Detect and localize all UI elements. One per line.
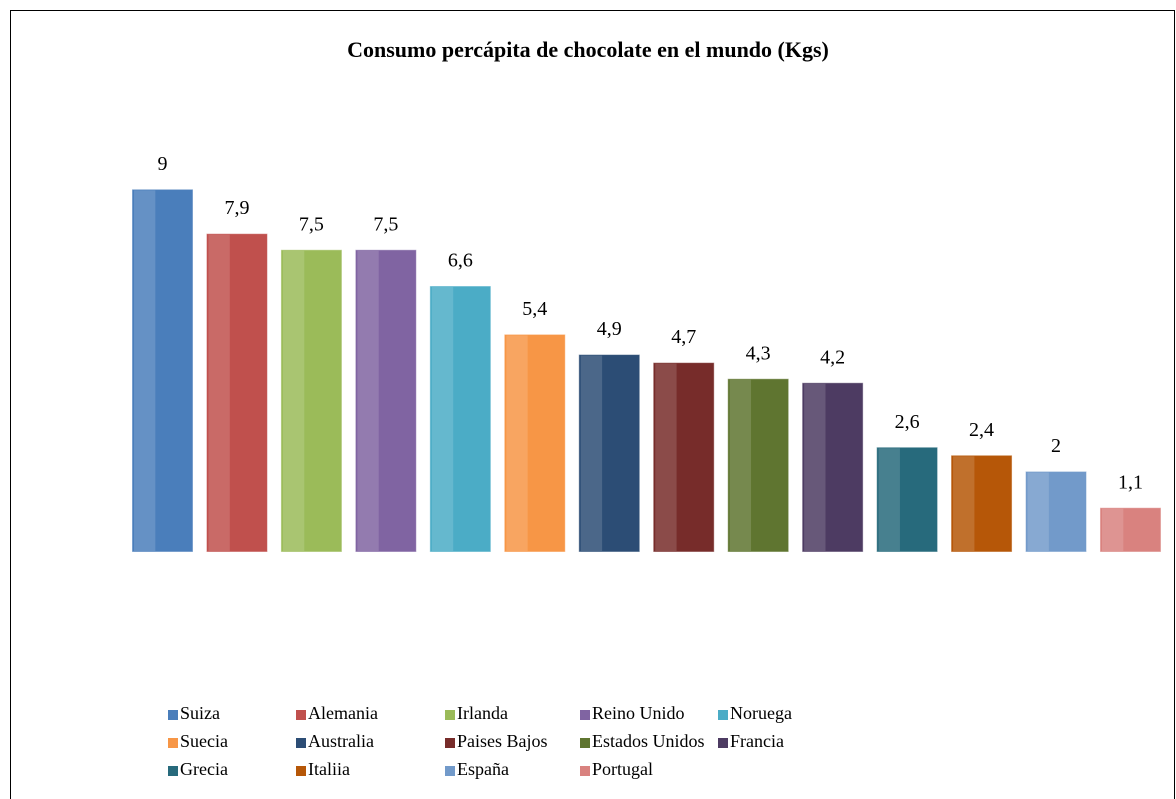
value-label: 4,9 — [597, 318, 622, 340]
bar — [578, 354, 641, 553]
bar — [801, 382, 864, 553]
legend-swatch — [445, 710, 455, 720]
legend-label: Paises Bajos — [457, 731, 548, 751]
value-label: 5,4 — [522, 298, 547, 320]
value-label: 7,5 — [373, 213, 398, 235]
legend-label: Suecia — [180, 731, 228, 751]
legend-label: Suiza — [180, 703, 220, 723]
legend-swatch — [718, 738, 728, 748]
legend-swatch — [580, 738, 590, 748]
bar-highlight — [580, 355, 603, 551]
value-label: 7,9 — [224, 197, 249, 219]
legend-swatch — [445, 738, 455, 748]
bar-highlight — [134, 190, 156, 552]
legend-label: Italiia — [308, 759, 350, 779]
bar — [950, 454, 1013, 553]
bar — [727, 378, 790, 553]
legend-swatch — [168, 738, 178, 748]
bar — [1025, 470, 1088, 553]
legend-label: Australia — [308, 731, 374, 751]
legend-label: Noruega — [730, 703, 792, 723]
legend-label: Estados Unidos — [592, 731, 705, 751]
legend-swatch — [445, 766, 455, 776]
legend-swatch — [296, 710, 306, 720]
bar — [429, 285, 492, 553]
value-label: 7,5 — [299, 213, 324, 235]
legend-label: Francia — [730, 731, 784, 751]
legend-label: Grecia — [180, 759, 228, 779]
value-label: 2,4 — [969, 419, 994, 441]
bar — [205, 233, 268, 553]
value-label: 4,7 — [671, 326, 696, 348]
legend-swatch — [296, 766, 306, 776]
bar-highlight — [1027, 472, 1049, 551]
bar-highlight — [1101, 508, 1124, 551]
bar — [280, 249, 343, 553]
value-label: 4,2 — [820, 346, 845, 368]
bar-highlight — [282, 250, 305, 551]
legend-label: Reino Unido — [592, 703, 685, 723]
legend-swatch — [580, 766, 590, 776]
bar-highlight — [506, 335, 528, 551]
bar-highlight — [804, 383, 826, 551]
bar-highlight — [655, 363, 677, 551]
legend-swatch — [580, 710, 590, 720]
value-label: 2,6 — [895, 411, 920, 433]
bar-highlight — [357, 250, 379, 551]
bar-highlight — [729, 379, 752, 551]
value-label: 6,6 — [448, 250, 473, 272]
bar-highlight — [878, 448, 900, 551]
legend-label: Alemania — [308, 703, 378, 723]
bar-highlight — [953, 456, 975, 551]
value-label: 9 — [158, 153, 168, 175]
value-label: 2 — [1051, 435, 1061, 457]
bar — [652, 362, 715, 553]
bar — [1099, 507, 1162, 553]
bar — [876, 446, 939, 553]
legend-label: Portugal — [592, 759, 653, 779]
legend-swatch — [168, 710, 178, 720]
value-label: 4,3 — [746, 342, 771, 364]
bar-highlight — [208, 234, 230, 551]
legend-label: Irlanda — [457, 703, 508, 723]
bar-highlight — [431, 287, 454, 551]
legend-label: España — [457, 759, 509, 779]
bar — [503, 333, 566, 553]
value-label: 1,1 — [1118, 471, 1143, 493]
legend-swatch — [718, 710, 728, 720]
chart-title: Consumo percápita de chocolate en el mun… — [347, 37, 829, 62]
legend-swatch — [168, 766, 178, 776]
legend-swatch — [296, 738, 306, 748]
bar — [354, 249, 417, 553]
bar — [131, 188, 194, 553]
